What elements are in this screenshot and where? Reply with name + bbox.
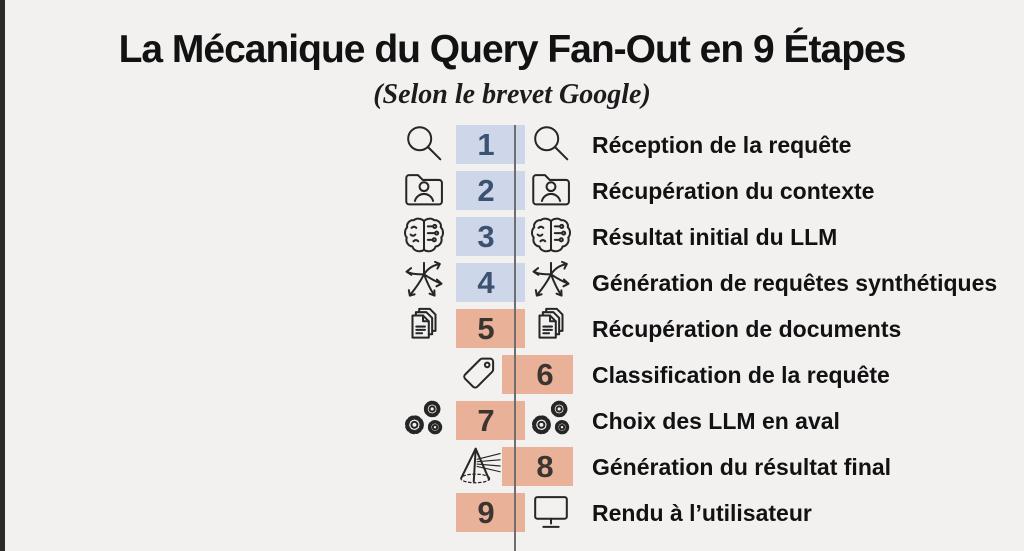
folder-user-icon bbox=[528, 167, 574, 213]
folder-user-icon bbox=[401, 167, 447, 213]
step-row-3: 3 Résultat initial du LLM bbox=[0, 217, 1024, 256]
prism-pyramid-icon bbox=[457, 443, 503, 489]
monitor-icon bbox=[528, 489, 574, 535]
page-subtitle: (Selon le brevet Google) bbox=[373, 79, 651, 110]
ai-brain-icon bbox=[401, 213, 447, 259]
gears-icon bbox=[401, 397, 447, 443]
step-3-number-box: 3 bbox=[456, 217, 525, 256]
step-label: Récupération du contexte bbox=[592, 178, 875, 204]
step-row-1: 1 Réception de la requête bbox=[0, 125, 1024, 164]
step-label: Rendu à l’utilisateur bbox=[592, 500, 812, 526]
documents-icon bbox=[528, 305, 574, 351]
step-7-number-box: 7 bbox=[456, 401, 525, 440]
ai-brain-icon bbox=[528, 213, 574, 259]
step-row-5: 5 Récupération de documents bbox=[0, 309, 1024, 348]
video-edge-bar bbox=[0, 0, 5, 551]
step-label: Classification de la requête bbox=[592, 362, 890, 388]
fan-out-arrows-icon bbox=[528, 259, 574, 305]
page-title: La Mécanique du Query Fan-Out en 9 Étape… bbox=[118, 28, 907, 71]
step-number: 1 bbox=[477, 127, 495, 162]
step-label: Génération de requêtes synthétiques bbox=[592, 270, 998, 296]
gears-icon bbox=[528, 397, 574, 443]
documents-icon bbox=[401, 305, 447, 351]
step-row-6: 6 Classification de la requête bbox=[0, 355, 1024, 394]
step-6-number-box: 6 bbox=[502, 355, 573, 394]
step-label: Résultat initial du LLM bbox=[592, 224, 838, 250]
timeline-axis bbox=[514, 125, 516, 551]
step-8-number-box: 8 bbox=[502, 447, 573, 486]
step-number: 2 bbox=[477, 173, 495, 208]
step-number: 7 bbox=[477, 403, 495, 438]
step-row-8: 8 Génération du résultat final bbox=[0, 447, 1024, 486]
magnifier-icon bbox=[401, 121, 447, 167]
step-number: 4 bbox=[477, 265, 495, 300]
step-label: Génération du résultat final bbox=[592, 454, 892, 480]
step-row-7: 7 Choix des LLM en aval bbox=[0, 401, 1024, 440]
step-number: 9 bbox=[477, 495, 495, 530]
tag-icon bbox=[457, 351, 503, 397]
step-9-number-box: 9 bbox=[456, 493, 525, 532]
step-2-number-box: 2 bbox=[456, 171, 525, 210]
step-row-4: 4 Génération de requêtes synthétiques bbox=[0, 263, 1024, 302]
step-number: 3 bbox=[477, 219, 495, 254]
step-1-number-box: 1 bbox=[456, 125, 525, 164]
step-number: 6 bbox=[536, 357, 554, 392]
step-label: Choix des LLM en aval bbox=[592, 408, 840, 434]
magnifier-icon bbox=[528, 121, 574, 167]
step-row-2: 2 Récupération du contexte bbox=[0, 171, 1024, 210]
step-number: 5 bbox=[477, 311, 495, 346]
step-label: Réception de la requête bbox=[592, 132, 852, 158]
step-5-number-box: 5 bbox=[456, 309, 525, 348]
step-number: 8 bbox=[536, 449, 554, 484]
step-4-number-box: 4 bbox=[456, 263, 525, 302]
step-label: Récupération de documents bbox=[592, 316, 902, 342]
fan-out-arrows-icon bbox=[401, 259, 447, 305]
step-row-9: 9 Rendu à l’utilisateur bbox=[0, 493, 1024, 532]
